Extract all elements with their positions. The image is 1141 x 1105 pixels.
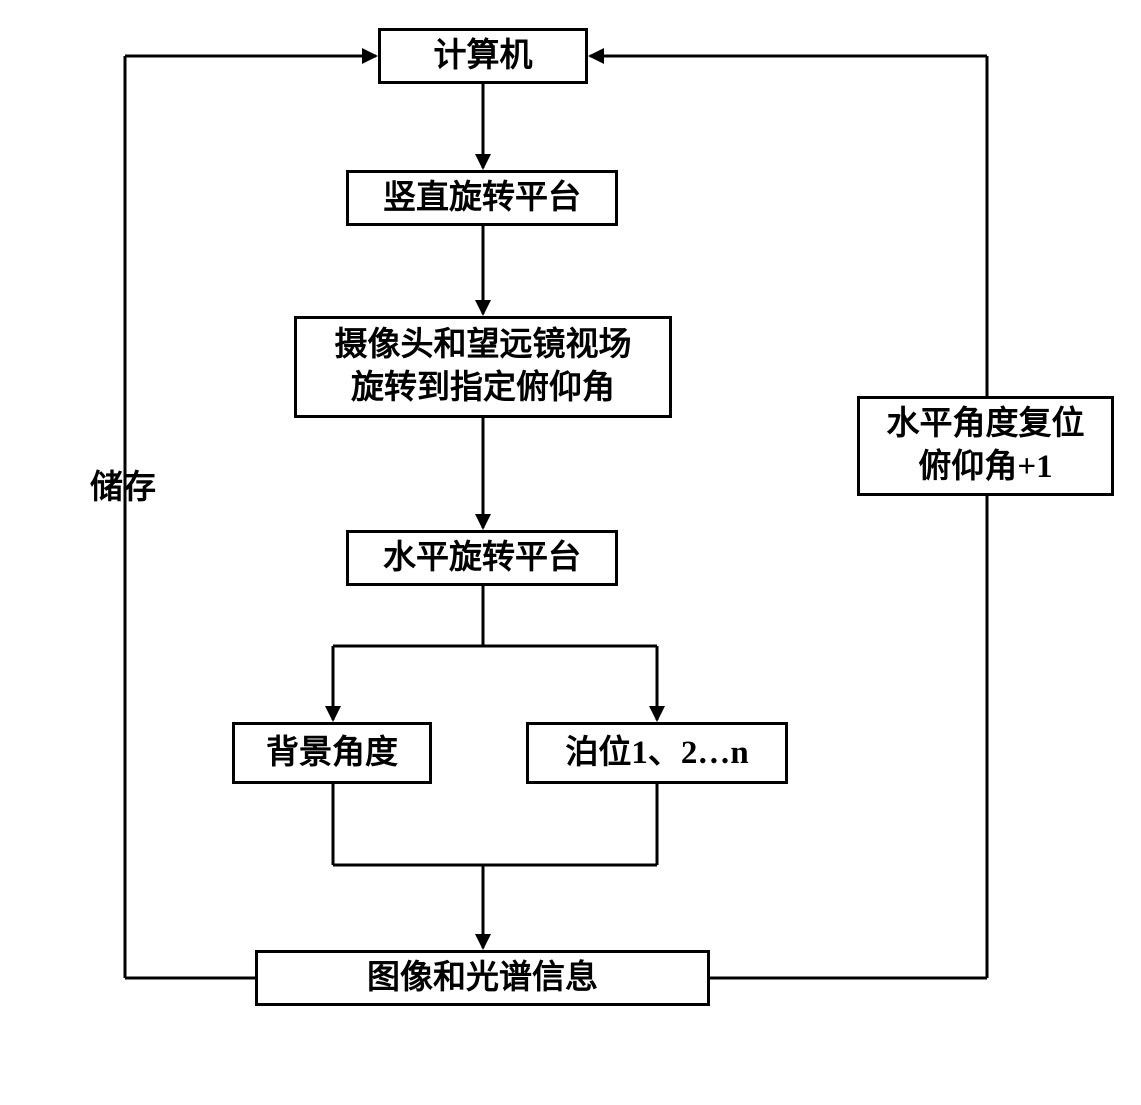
node-horizontal-platform: 水平旋转平台	[346, 530, 618, 586]
label-storage: 储存	[90, 467, 156, 510]
node-camera-telescope: 摄像头和望远镜视场 旋转到指定俯仰角	[294, 316, 672, 418]
node-computer: 计算机	[378, 28, 588, 84]
node-berth: 泊位1、2…n	[526, 722, 788, 784]
node-reset-angle: 水平角度复位 俯仰角+1	[857, 396, 1114, 496]
node-background-angle: 背景角度	[232, 722, 432, 784]
node-image-spectrum: 图像和光谱信息	[255, 950, 710, 1006]
node-vertical-platform: 竖直旋转平台	[346, 170, 618, 226]
